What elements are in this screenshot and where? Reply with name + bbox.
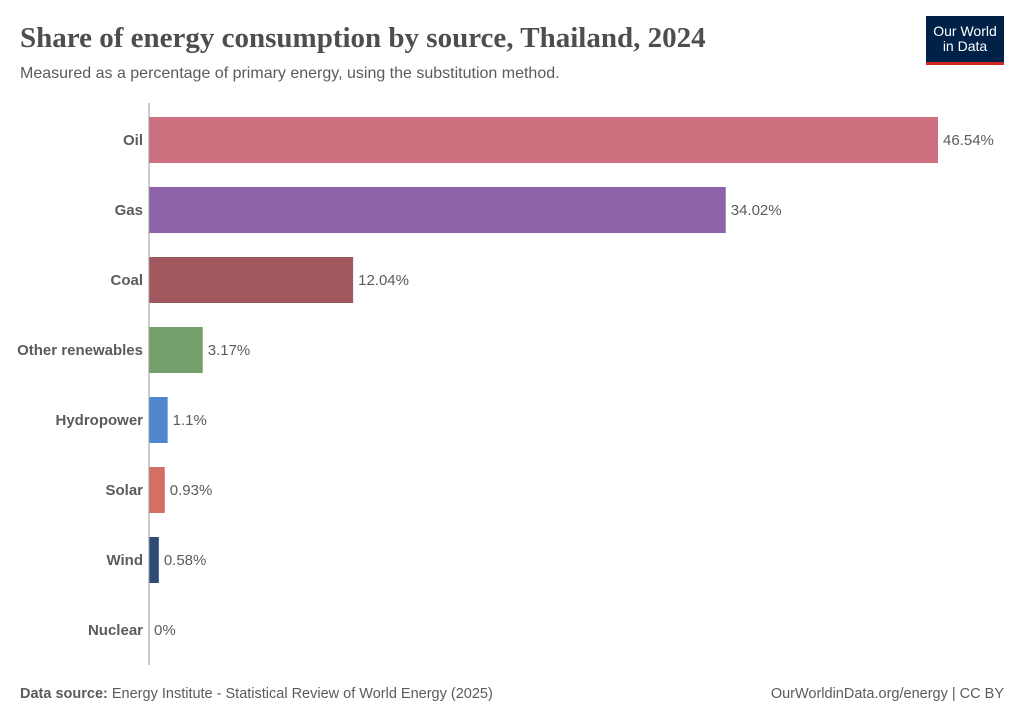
value-label: 0.58% — [164, 552, 207, 569]
category-label: Oil — [123, 132, 143, 149]
category-label: Nuclear — [88, 622, 143, 639]
logo-line1: Our World — [933, 23, 997, 39]
data-source: Data source: Energy Institute - Statisti… — [20, 686, 493, 702]
category-label: Other renewables — [17, 342, 143, 359]
category-label: Hydropower — [55, 412, 143, 429]
value-label: 12.04% — [358, 272, 409, 289]
bar-other-renewables[interactable] — [149, 327, 203, 373]
bar-oil[interactable] — [149, 117, 938, 163]
bar-coal[interactable] — [149, 257, 354, 303]
value-label: 34.02% — [731, 202, 782, 219]
chart-subtitle: Measured as a percentage of primary ener… — [20, 65, 560, 82]
category-label: Coal — [110, 272, 143, 289]
credit-link[interactable]: OurWorldinData.org/energy | CC BY — [770, 686, 1004, 702]
value-label: 1.1% — [173, 412, 207, 429]
bar-solar[interactable] — [149, 467, 165, 513]
bar-gas[interactable] — [149, 187, 726, 233]
bar-hydropower[interactable] — [149, 397, 168, 443]
source-label: Data source: — [20, 686, 108, 702]
chart-title: Share of energy consumption by source, T… — [20, 22, 706, 54]
source-link[interactable]: Energy Institute - Statistical Review of… — [111, 686, 493, 702]
value-label: 0% — [154, 622, 176, 639]
category-label: Wind — [106, 552, 143, 569]
category-label: Solar — [105, 482, 143, 499]
value-label: 46.54% — [943, 132, 994, 149]
bar-wind[interactable] — [149, 537, 159, 583]
value-label: 3.17% — [208, 342, 251, 359]
logo-line2: in Data — [942, 38, 988, 54]
value-label: 0.93% — [170, 482, 213, 499]
owid-logo[interactable]: Our World in Data — [926, 16, 1004, 65]
category-label: Gas — [115, 202, 143, 219]
